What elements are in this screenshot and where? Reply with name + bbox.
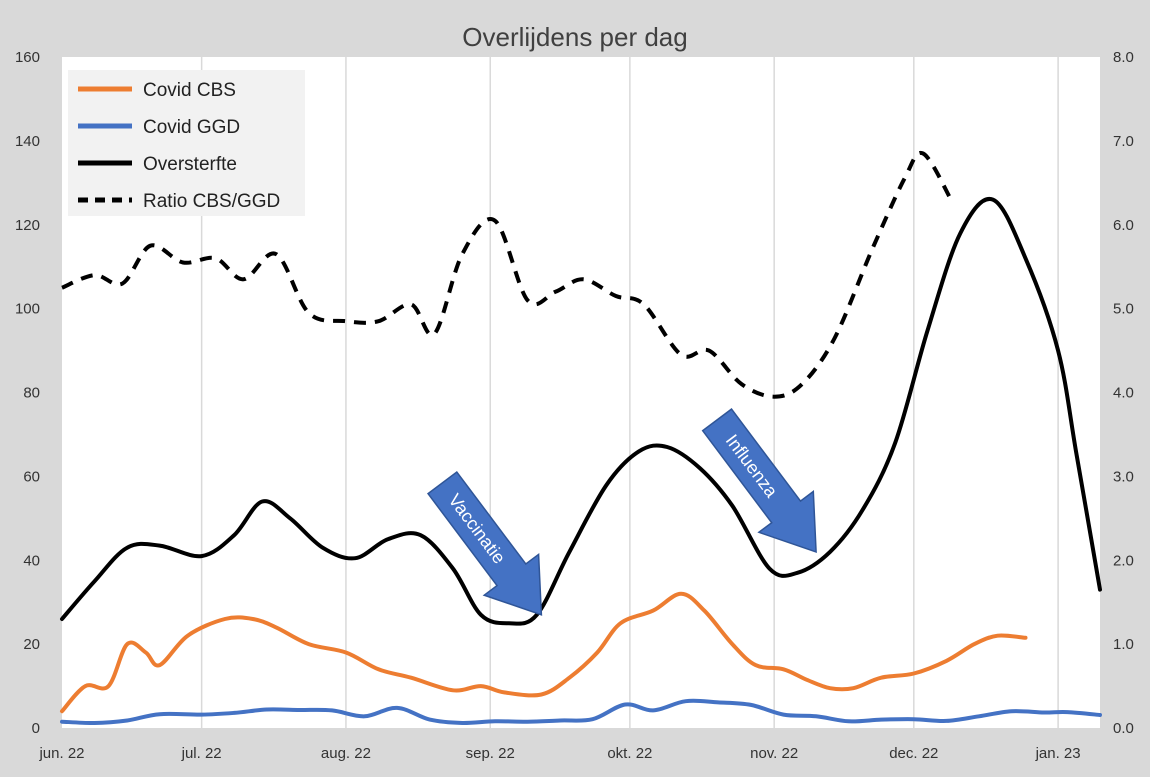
legend-label-ratio-cbs-ggd: Ratio CBS/GGD (143, 191, 280, 212)
y-left-tick-label: 160 (15, 49, 40, 66)
y-left-tick-label: 40 (23, 552, 40, 569)
x-tick-label: jul. 22 (181, 745, 222, 762)
y-left-tick-label: 140 (15, 133, 40, 150)
x-tick-label: aug. 22 (321, 745, 371, 762)
legend-label-oversterfte: Oversterfte (143, 154, 237, 175)
annotation-arrow-vaccinatie (426, 470, 543, 616)
y-right-tick-label: 5.0 (1113, 301, 1134, 318)
x-tick-label: dec. 22 (889, 745, 938, 762)
x-tick-label: jun. 22 (38, 745, 84, 762)
y-left-tick-label: 120 (15, 217, 40, 234)
legend: Covid CBS Covid GGD Oversterfte Ratio CBS/G… (68, 70, 305, 216)
legend-label-covid-ggd: Covid GGD (143, 117, 240, 138)
y-right-tick-label: 2.0 (1113, 552, 1134, 569)
y-right-tick-label: 4.0 (1113, 385, 1134, 402)
x-tick-label: nov. 22 (750, 745, 798, 762)
series-lines (60, 150, 1102, 726)
legend-label-covid-cbs: Covid CBS (143, 80, 236, 101)
x-tick-label: jan. 23 (1035, 745, 1081, 762)
legend-box (68, 70, 305, 216)
y-left-tick-label: 80 (23, 385, 40, 402)
y-left-tick-label: 100 (15, 301, 40, 318)
series-line-covid-ggd (60, 698, 1102, 726)
x-tick-label: okt. 22 (607, 745, 652, 762)
y-left-tick-label: 60 (23, 468, 40, 485)
series-line-ratio-cbs-ggd (61, 150, 953, 399)
y-left-tick-label: 20 (23, 636, 40, 653)
y-right-tick-label: 7.0 (1113, 133, 1134, 150)
chart-title: Overlijdens per dag (462, 22, 687, 52)
annotation-arrow-influenza (701, 408, 817, 553)
y-right-tick-label: 3.0 (1113, 468, 1134, 485)
y-right-tick-label: 1.0 (1113, 636, 1134, 653)
y-right-tick-label: 6.0 (1113, 217, 1134, 234)
series-line-covid-cbs (60, 591, 1028, 714)
axes: jun. 22 jul. 22 aug. 22 sep. 22 okt. 22 nov. … (15, 49, 1134, 762)
y-left-tick-label: 0 (32, 720, 40, 737)
y-right-tick-label: 0.0 (1113, 720, 1134, 737)
series-line-oversterfte (60, 196, 1102, 626)
y-right-tick-label: 8.0 (1113, 49, 1134, 66)
x-tick-label: sep. 22 (466, 745, 515, 762)
